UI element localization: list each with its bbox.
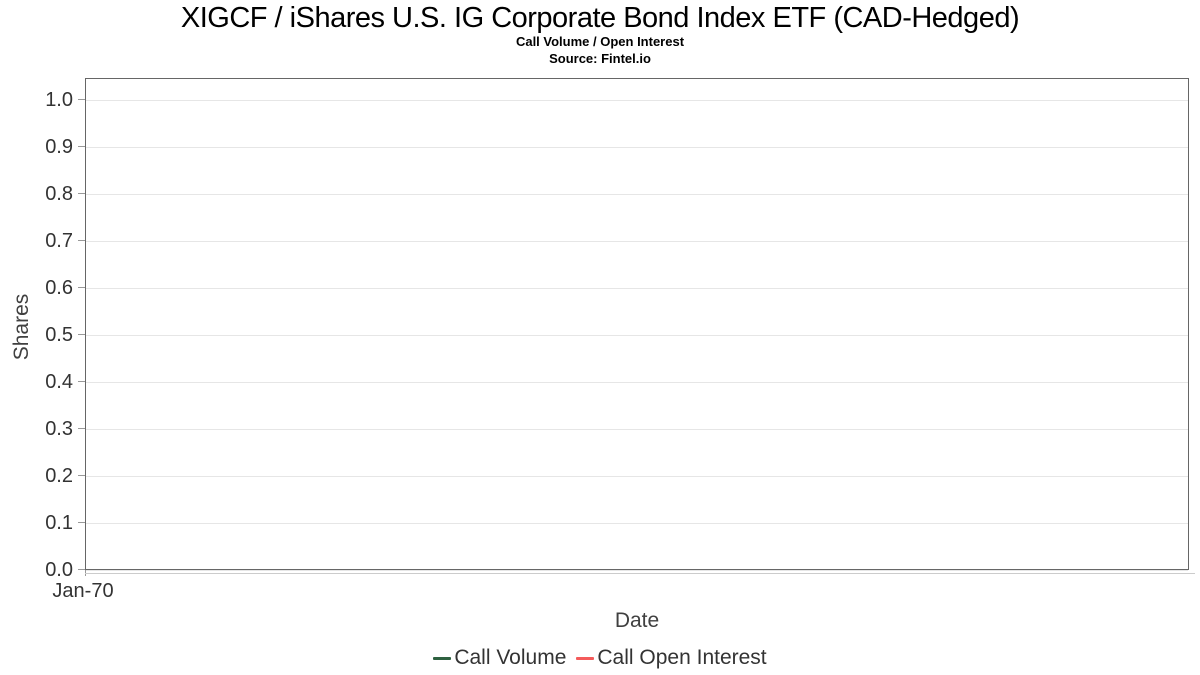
y-tick-mark [78, 146, 85, 147]
y-axis-title: Shares [10, 293, 33, 361]
legend-marker [576, 656, 595, 660]
legend-item[interactable]: Call Volume [433, 646, 566, 670]
y-tick-mark [78, 193, 85, 194]
y-tick-label: 0.9 [45, 136, 73, 158]
chart-title: XIGCF / iShares U.S. IG Corporate Bond I… [180, 2, 1020, 34]
y-tick-label: 0.0 [45, 559, 73, 581]
y-tick-mark [78, 99, 85, 100]
gridline [86, 335, 1188, 336]
y-tick-mark [78, 428, 85, 429]
y-tick-label: 0.2 [45, 465, 73, 487]
gridline [86, 100, 1188, 101]
y-tick-mark [78, 334, 85, 335]
gridline [86, 523, 1188, 524]
gridline [86, 194, 1188, 195]
y-tick-label: 0.7 [45, 230, 73, 252]
chart-subtitle: Call Volume / Open Interest [515, 34, 685, 49]
legend: Call Volume Call Open Interest [0, 646, 1200, 670]
legend-marker [433, 656, 452, 660]
y-tick-label: 1.0 [45, 89, 73, 111]
y-tick-label: 0.1 [45, 512, 73, 534]
y-tick-mark [78, 475, 85, 476]
y-tick-mark [78, 240, 85, 241]
y-tick-mark [78, 569, 85, 570]
gridline [86, 288, 1188, 289]
chart-source: Source: Fintel.io [549, 51, 651, 66]
gridline [86, 241, 1188, 242]
gridline [86, 570, 1188, 571]
y-tick-mark [78, 381, 85, 382]
gridline [86, 147, 1188, 148]
y-tick-mark [78, 522, 85, 523]
gridline [86, 429, 1188, 430]
x-axis-line [85, 573, 1195, 574]
y-tick-label: 0.4 [45, 371, 73, 393]
legend-item[interactable]: Call Open Interest [576, 646, 767, 670]
legend-label: Call Volume [454, 646, 567, 669]
y-tick-label: 0.5 [45, 324, 73, 346]
x-tick-label: Jan-70 [52, 580, 114, 602]
legend-label: Call Open Interest [597, 646, 767, 669]
y-tick-mark [78, 287, 85, 288]
y-tick-label: 0.6 [45, 277, 73, 299]
y-tick-label: 0.3 [45, 418, 73, 440]
gridline [86, 476, 1188, 477]
y-tick-label: 0.8 [45, 183, 73, 205]
x-axis-title: Date [614, 609, 660, 632]
gridline [86, 382, 1188, 383]
plot-area [85, 78, 1189, 571]
